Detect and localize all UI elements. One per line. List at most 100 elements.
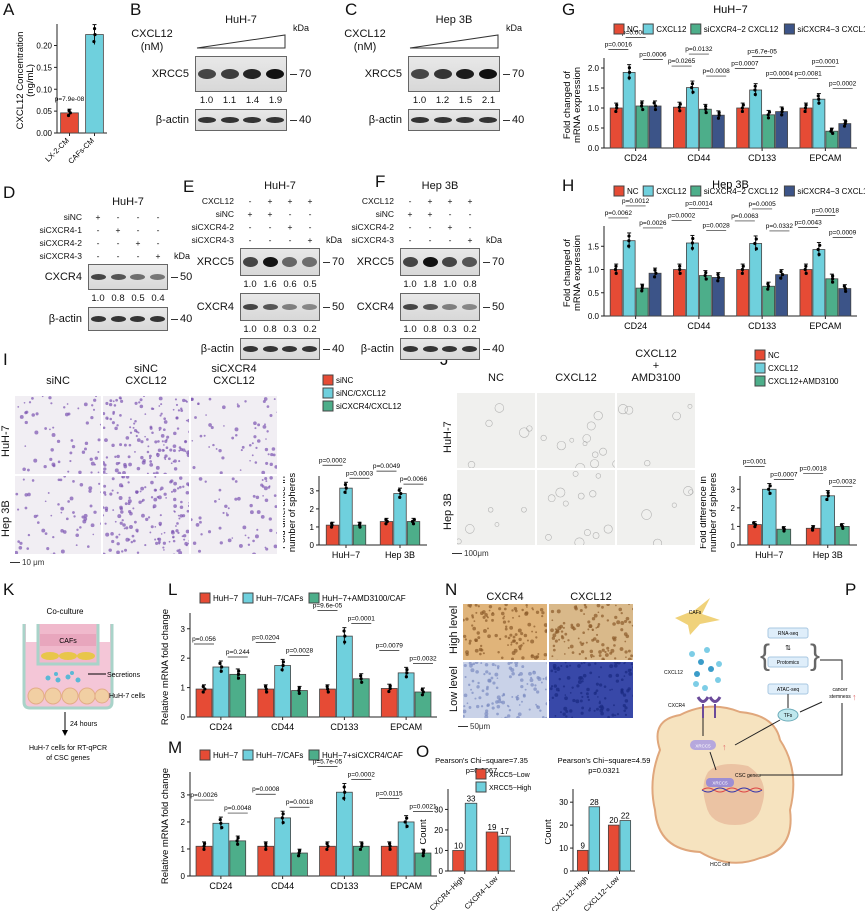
gradient-unit: (nM): [115, 41, 189, 54]
blot-title: Hep 3B: [408, 14, 500, 28]
y-tick-label: 1: [181, 684, 186, 693]
protein-band: [221, 117, 239, 123]
y-tick-label: 1: [731, 522, 736, 531]
condition-sign: -: [240, 196, 260, 206]
secretions-label: Secretions: [107, 672, 141, 679]
data-point: [358, 522, 361, 525]
condition-label: CXCL12: [160, 196, 240, 206]
protein-band: [198, 117, 216, 123]
molecular-weight-marker: 40: [480, 343, 504, 355]
quantification-value: 0.5: [300, 279, 320, 290]
data-point: [325, 848, 328, 851]
data-point: [678, 268, 681, 271]
row-header: Hep 3B: [442, 493, 454, 530]
data-point: [202, 848, 205, 851]
data-point: [831, 277, 834, 280]
condition-sign: -: [300, 209, 320, 219]
protein-band: [243, 346, 258, 352]
bar: [86, 35, 104, 133]
p-value-label: p=0.0008: [703, 68, 731, 75]
data-point: [237, 670, 240, 673]
gradient-label: CXCL12: [328, 28, 402, 41]
p-value-label: p=6.7e-05: [747, 49, 777, 56]
legend-swatch: [755, 376, 765, 386]
p-value-label: p=0.244: [226, 649, 250, 656]
quantification-value: 0.8: [108, 293, 128, 304]
legend-item: siCXCR4/CXCL12: [323, 401, 402, 411]
bar: [353, 679, 369, 717]
data-point: [640, 289, 643, 292]
bar: [381, 846, 397, 876]
data-point: [780, 110, 783, 113]
condition-sign: +: [460, 196, 480, 206]
data-point: [817, 94, 820, 97]
data-point: [742, 265, 745, 268]
protein-band: [302, 304, 317, 310]
bar: [620, 821, 631, 871]
condition-sign: -: [260, 235, 280, 245]
data-point: [804, 106, 807, 109]
protein-band: [434, 69, 452, 79]
protein-label: XRCC5: [160, 256, 240, 268]
legend-label: XRCC5−High: [489, 785, 531, 792]
data-point: [831, 274, 834, 277]
blot-image: [408, 109, 500, 131]
gradient-triangle-icon: [195, 33, 287, 49]
bar: [608, 825, 619, 871]
bar: [465, 803, 477, 871]
data-point: [803, 110, 806, 113]
p-value-label: p=0.0115: [376, 791, 403, 798]
y-tick-label: 0.0: [588, 312, 600, 321]
data-point: [265, 690, 268, 693]
protein-band: [479, 69, 497, 79]
bar: [699, 109, 711, 148]
protein-label: CXCR4: [0, 271, 88, 283]
data-point: [298, 692, 301, 695]
data-point: [654, 104, 657, 107]
protein-band: [91, 316, 106, 322]
condition-sign: -: [400, 235, 420, 245]
micrograph-texture: [617, 470, 696, 546]
bar: [453, 850, 465, 871]
data-point: [766, 282, 769, 285]
xrcc5-nuc-label: XRCC5: [712, 781, 728, 786]
legend-label: siCXCR4−3 CXCL12: [797, 25, 865, 34]
x-tick-label: EPCAM: [809, 153, 841, 163]
quantification-value: 1.0: [240, 279, 260, 290]
micrograph-image: [14, 475, 102, 555]
p-value-label: p=0.0028: [703, 222, 731, 229]
data-point: [615, 103, 618, 106]
data-point: [405, 668, 408, 671]
quantification-value: 0.5: [128, 293, 148, 304]
legend-label: siCXCR4/CXCL12: [336, 402, 402, 411]
protein-band: [434, 117, 452, 123]
data-point: [653, 275, 656, 278]
protein-band: [266, 69, 284, 79]
x-tick-label: HuH−7: [755, 550, 783, 560]
blot-title: HuH-7: [88, 196, 168, 210]
data-point: [67, 114, 70, 117]
y-tick-label: 2.0: [588, 64, 600, 73]
data-point: [817, 253, 820, 256]
data-point: [360, 681, 363, 684]
y-axis-label: Relative mRNA fold change: [160, 768, 171, 884]
data-point: [805, 272, 808, 275]
data-point: [282, 821, 285, 824]
legend-swatch: [784, 186, 794, 196]
condition-sign: -: [420, 235, 440, 245]
protein-band: [479, 117, 497, 123]
condition-sign: +: [400, 209, 420, 219]
micrograph-texture: [537, 470, 616, 546]
molecular-weight-marker: 70: [287, 68, 311, 80]
micrograph-texture: [103, 396, 190, 475]
condition-row: siCXCR4-2--+-: [320, 220, 504, 233]
micrograph-texture: [549, 604, 634, 661]
y-tick-label: 3: [731, 485, 736, 494]
scale-bar: 50μm: [458, 722, 490, 731]
bar-value-label: 22: [621, 812, 630, 821]
micrograph-image: [456, 469, 536, 546]
